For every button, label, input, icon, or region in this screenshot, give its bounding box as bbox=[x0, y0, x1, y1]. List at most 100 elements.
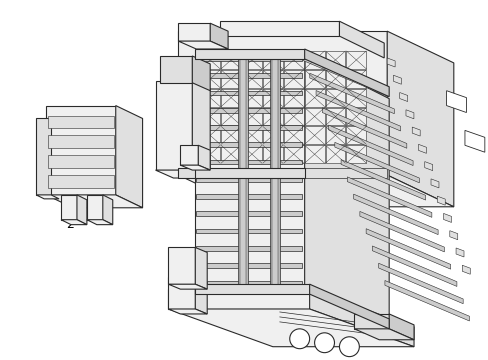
Polygon shape bbox=[61, 195, 77, 220]
Polygon shape bbox=[430, 179, 438, 188]
Bar bbox=[221, 145, 241, 163]
Polygon shape bbox=[48, 116, 114, 129]
Polygon shape bbox=[388, 314, 413, 340]
Polygon shape bbox=[196, 125, 301, 130]
Bar bbox=[346, 89, 366, 107]
Polygon shape bbox=[196, 142, 301, 147]
Polygon shape bbox=[424, 162, 432, 171]
Polygon shape bbox=[46, 105, 116, 195]
Bar bbox=[200, 70, 220, 88]
Polygon shape bbox=[455, 248, 463, 257]
Bar bbox=[304, 70, 324, 88]
Polygon shape bbox=[195, 49, 304, 59]
Polygon shape bbox=[303, 56, 387, 96]
Bar bbox=[200, 89, 220, 107]
Polygon shape bbox=[196, 194, 301, 199]
Bar bbox=[304, 108, 324, 125]
Polygon shape bbox=[77, 195, 87, 225]
Polygon shape bbox=[198, 145, 210, 170]
Bar bbox=[304, 89, 324, 107]
Bar bbox=[346, 126, 366, 144]
Bar bbox=[346, 145, 366, 163]
Polygon shape bbox=[196, 280, 301, 285]
Bar bbox=[283, 145, 303, 163]
Polygon shape bbox=[449, 231, 457, 240]
Bar bbox=[283, 70, 303, 88]
Polygon shape bbox=[304, 49, 388, 96]
Bar bbox=[263, 70, 282, 88]
Polygon shape bbox=[168, 309, 413, 347]
Polygon shape bbox=[196, 56, 301, 61]
Bar bbox=[242, 108, 262, 125]
Polygon shape bbox=[196, 159, 301, 165]
Bar bbox=[271, 59, 277, 287]
Polygon shape bbox=[334, 142, 419, 183]
Bar bbox=[325, 145, 345, 163]
Polygon shape bbox=[354, 329, 413, 340]
Bar bbox=[221, 51, 241, 69]
Polygon shape bbox=[196, 177, 301, 182]
Polygon shape bbox=[399, 93, 407, 102]
Polygon shape bbox=[196, 108, 301, 113]
Polygon shape bbox=[195, 284, 309, 294]
Bar bbox=[346, 51, 366, 69]
Bar bbox=[263, 126, 282, 144]
Bar bbox=[325, 108, 345, 125]
Bar bbox=[200, 108, 220, 125]
Polygon shape bbox=[372, 246, 456, 287]
Bar bbox=[346, 70, 366, 88]
Polygon shape bbox=[436, 196, 444, 205]
Polygon shape bbox=[168, 284, 207, 289]
Polygon shape bbox=[36, 118, 51, 195]
Bar bbox=[325, 70, 345, 88]
Bar bbox=[221, 108, 241, 125]
Polygon shape bbox=[464, 130, 484, 152]
Text: 2: 2 bbox=[66, 210, 81, 231]
Polygon shape bbox=[87, 195, 102, 220]
Polygon shape bbox=[328, 125, 412, 166]
Polygon shape bbox=[386, 31, 453, 207]
Bar bbox=[325, 51, 345, 69]
Polygon shape bbox=[196, 90, 301, 95]
Bar bbox=[200, 126, 220, 144]
Bar bbox=[346, 108, 366, 125]
Bar bbox=[263, 89, 282, 107]
Polygon shape bbox=[359, 211, 444, 252]
Polygon shape bbox=[102, 195, 113, 225]
Polygon shape bbox=[196, 263, 301, 268]
Bar bbox=[263, 108, 282, 125]
Polygon shape bbox=[195, 56, 304, 289]
Bar bbox=[304, 126, 324, 144]
Polygon shape bbox=[315, 90, 400, 131]
Bar bbox=[221, 126, 241, 144]
Bar bbox=[238, 59, 247, 287]
Circle shape bbox=[289, 329, 309, 349]
Polygon shape bbox=[393, 75, 401, 84]
Polygon shape bbox=[178, 168, 386, 178]
Polygon shape bbox=[61, 220, 87, 225]
Polygon shape bbox=[405, 110, 413, 119]
Text: 1: 1 bbox=[343, 316, 381, 340]
Polygon shape bbox=[346, 177, 431, 217]
Polygon shape bbox=[309, 289, 413, 347]
Polygon shape bbox=[36, 195, 59, 199]
Polygon shape bbox=[178, 31, 386, 175]
Polygon shape bbox=[87, 220, 113, 225]
Bar bbox=[221, 89, 241, 107]
Polygon shape bbox=[168, 277, 195, 309]
Polygon shape bbox=[341, 159, 425, 200]
Bar bbox=[263, 51, 282, 69]
Polygon shape bbox=[384, 280, 468, 321]
Polygon shape bbox=[48, 155, 114, 168]
Polygon shape bbox=[168, 309, 207, 314]
Bar bbox=[242, 51, 262, 69]
Polygon shape bbox=[196, 73, 301, 78]
Polygon shape bbox=[461, 265, 469, 274]
Polygon shape bbox=[178, 41, 227, 49]
Polygon shape bbox=[354, 314, 388, 329]
Bar bbox=[283, 126, 303, 144]
Polygon shape bbox=[180, 145, 198, 165]
Bar bbox=[283, 89, 303, 107]
Polygon shape bbox=[309, 73, 393, 114]
Polygon shape bbox=[411, 127, 419, 136]
